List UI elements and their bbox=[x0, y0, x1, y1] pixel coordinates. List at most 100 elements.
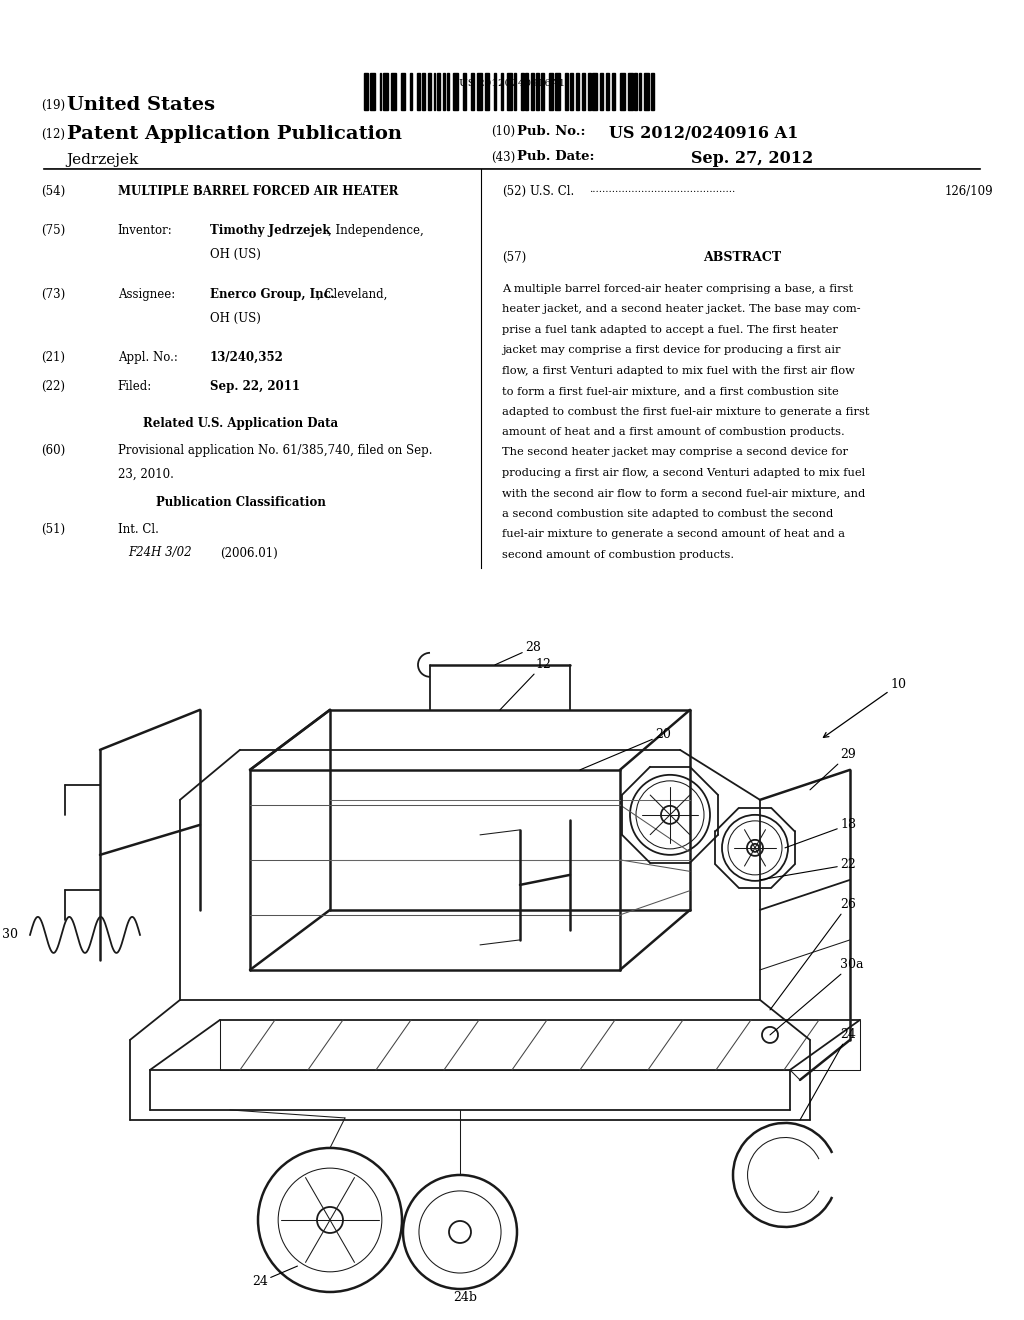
Bar bbox=[437, 73, 440, 110]
Text: Publication Classification: Publication Classification bbox=[156, 496, 326, 510]
Text: Filed:: Filed: bbox=[118, 380, 152, 393]
Text: (54): (54) bbox=[41, 185, 66, 198]
Text: (22): (22) bbox=[41, 380, 65, 393]
Text: , Cleveland,: , Cleveland, bbox=[317, 288, 388, 301]
Bar bbox=[612, 73, 615, 110]
Text: Patent Application Publication: Patent Application Publication bbox=[67, 125, 401, 144]
Bar bbox=[364, 73, 369, 110]
Text: Inventor:: Inventor: bbox=[118, 224, 172, 238]
Bar bbox=[588, 73, 591, 110]
Bar bbox=[600, 73, 603, 110]
Text: , Independence,: , Independence, bbox=[328, 224, 424, 238]
Bar bbox=[593, 73, 597, 110]
Bar bbox=[454, 73, 458, 110]
Bar bbox=[471, 73, 474, 110]
Text: fuel-air mixture to generate a second amount of heat and a: fuel-air mixture to generate a second am… bbox=[502, 529, 845, 540]
Text: (52): (52) bbox=[502, 185, 526, 198]
Bar bbox=[495, 73, 496, 110]
Bar bbox=[644, 73, 649, 110]
Text: (75): (75) bbox=[41, 224, 66, 238]
Text: 24: 24 bbox=[800, 1028, 856, 1119]
Bar bbox=[411, 73, 412, 110]
Text: US 20120240916A1: US 20120240916A1 bbox=[459, 79, 565, 88]
Text: producing a first air flow, a second Venturi adapted to mix fuel: producing a first air flow, a second Ven… bbox=[502, 469, 865, 478]
Text: Sep. 27, 2012: Sep. 27, 2012 bbox=[691, 150, 813, 168]
Text: 20: 20 bbox=[580, 729, 671, 770]
Bar bbox=[443, 73, 445, 110]
Text: The second heater jacket may comprise a second device for: The second heater jacket may comprise a … bbox=[502, 447, 848, 458]
Bar bbox=[555, 73, 560, 110]
Text: 126/109: 126/109 bbox=[945, 185, 993, 198]
Text: Pub. No.:: Pub. No.: bbox=[517, 125, 586, 139]
Text: flow, a first Venturi adapted to mix fuel with the first air flow: flow, a first Venturi adapted to mix fue… bbox=[502, 366, 855, 376]
Text: 24: 24 bbox=[252, 1266, 297, 1288]
Text: 12: 12 bbox=[500, 659, 551, 710]
Bar bbox=[484, 73, 489, 110]
Bar bbox=[635, 73, 637, 110]
Bar bbox=[606, 73, 609, 110]
Bar bbox=[520, 73, 523, 110]
Bar bbox=[575, 73, 579, 110]
Text: A multiple barrel forced-air heater comprising a base, a first: A multiple barrel forced-air heater comp… bbox=[502, 284, 853, 294]
Text: 30: 30 bbox=[2, 928, 18, 941]
Text: (12): (12) bbox=[41, 128, 65, 141]
Text: Enerco Group, Inc.: Enerco Group, Inc. bbox=[210, 288, 335, 301]
Text: ABSTRACT: ABSTRACT bbox=[703, 251, 781, 264]
Text: Pub. Date:: Pub. Date: bbox=[517, 150, 595, 164]
Bar bbox=[391, 73, 396, 110]
Text: F24H 3/02: F24H 3/02 bbox=[128, 546, 191, 560]
Text: 24b: 24b bbox=[453, 1291, 477, 1304]
Bar bbox=[639, 73, 641, 110]
Text: jacket may comprise a first device for producing a first air: jacket may comprise a first device for p… bbox=[502, 346, 841, 355]
Bar bbox=[514, 73, 516, 110]
Bar bbox=[531, 73, 535, 110]
Text: adapted to combust the first fuel-air mixture to generate a first: adapted to combust the first fuel-air mi… bbox=[502, 407, 869, 417]
Text: (51): (51) bbox=[41, 523, 66, 536]
Bar bbox=[400, 73, 406, 110]
Text: 23, 2010.: 23, 2010. bbox=[118, 467, 174, 480]
Bar bbox=[569, 73, 572, 110]
Bar bbox=[507, 73, 512, 110]
Text: 28: 28 bbox=[495, 642, 541, 665]
Text: United States: United States bbox=[67, 96, 215, 115]
Text: Sep. 22, 2011: Sep. 22, 2011 bbox=[210, 380, 300, 393]
Text: 22: 22 bbox=[760, 858, 856, 880]
Text: Appl. No.:: Appl. No.: bbox=[118, 351, 177, 364]
Text: Timothy Jedrzejek: Timothy Jedrzejek bbox=[210, 224, 331, 238]
Bar bbox=[565, 73, 568, 110]
Text: US 2012/0240916 A1: US 2012/0240916 A1 bbox=[609, 125, 799, 143]
Text: (43): (43) bbox=[492, 150, 516, 164]
Bar bbox=[628, 73, 633, 110]
Bar bbox=[380, 73, 382, 110]
Bar bbox=[417, 73, 420, 110]
Bar bbox=[541, 73, 544, 110]
Text: second amount of combustion products.: second amount of combustion products. bbox=[502, 549, 734, 560]
Text: prise a fuel tank adapted to accept a fuel. The first heater: prise a fuel tank adapted to accept a fu… bbox=[502, 325, 838, 335]
Bar bbox=[463, 73, 466, 110]
Text: (73): (73) bbox=[41, 288, 66, 301]
Text: (57): (57) bbox=[502, 251, 526, 264]
Text: U.S. Cl.: U.S. Cl. bbox=[530, 185, 574, 198]
Text: OH (US): OH (US) bbox=[210, 248, 261, 261]
Bar bbox=[620, 73, 625, 110]
Bar bbox=[433, 73, 435, 110]
Text: (10): (10) bbox=[492, 125, 516, 139]
Text: OH (US): OH (US) bbox=[210, 312, 261, 325]
Text: heater jacket, and a second heater jacket. The base may com-: heater jacket, and a second heater jacke… bbox=[502, 304, 860, 314]
Text: 10: 10 bbox=[823, 678, 906, 738]
Text: Assignee:: Assignee: bbox=[118, 288, 175, 301]
Text: a second combustion site adapted to combust the second: a second combustion site adapted to comb… bbox=[502, 508, 833, 519]
Text: (2006.01): (2006.01) bbox=[220, 546, 278, 560]
Text: (60): (60) bbox=[41, 444, 66, 457]
Bar bbox=[525, 73, 528, 110]
Text: 13/240,352: 13/240,352 bbox=[210, 351, 284, 364]
Bar bbox=[650, 73, 653, 110]
Text: Jedrzejek: Jedrzejek bbox=[67, 153, 139, 168]
Bar bbox=[501, 73, 503, 110]
Text: 26: 26 bbox=[770, 899, 856, 1010]
Text: (21): (21) bbox=[41, 351, 65, 364]
Bar bbox=[422, 73, 425, 110]
Bar bbox=[370, 73, 375, 110]
Bar bbox=[549, 73, 554, 110]
Text: amount of heat and a first amount of combustion products.: amount of heat and a first amount of com… bbox=[502, 428, 845, 437]
